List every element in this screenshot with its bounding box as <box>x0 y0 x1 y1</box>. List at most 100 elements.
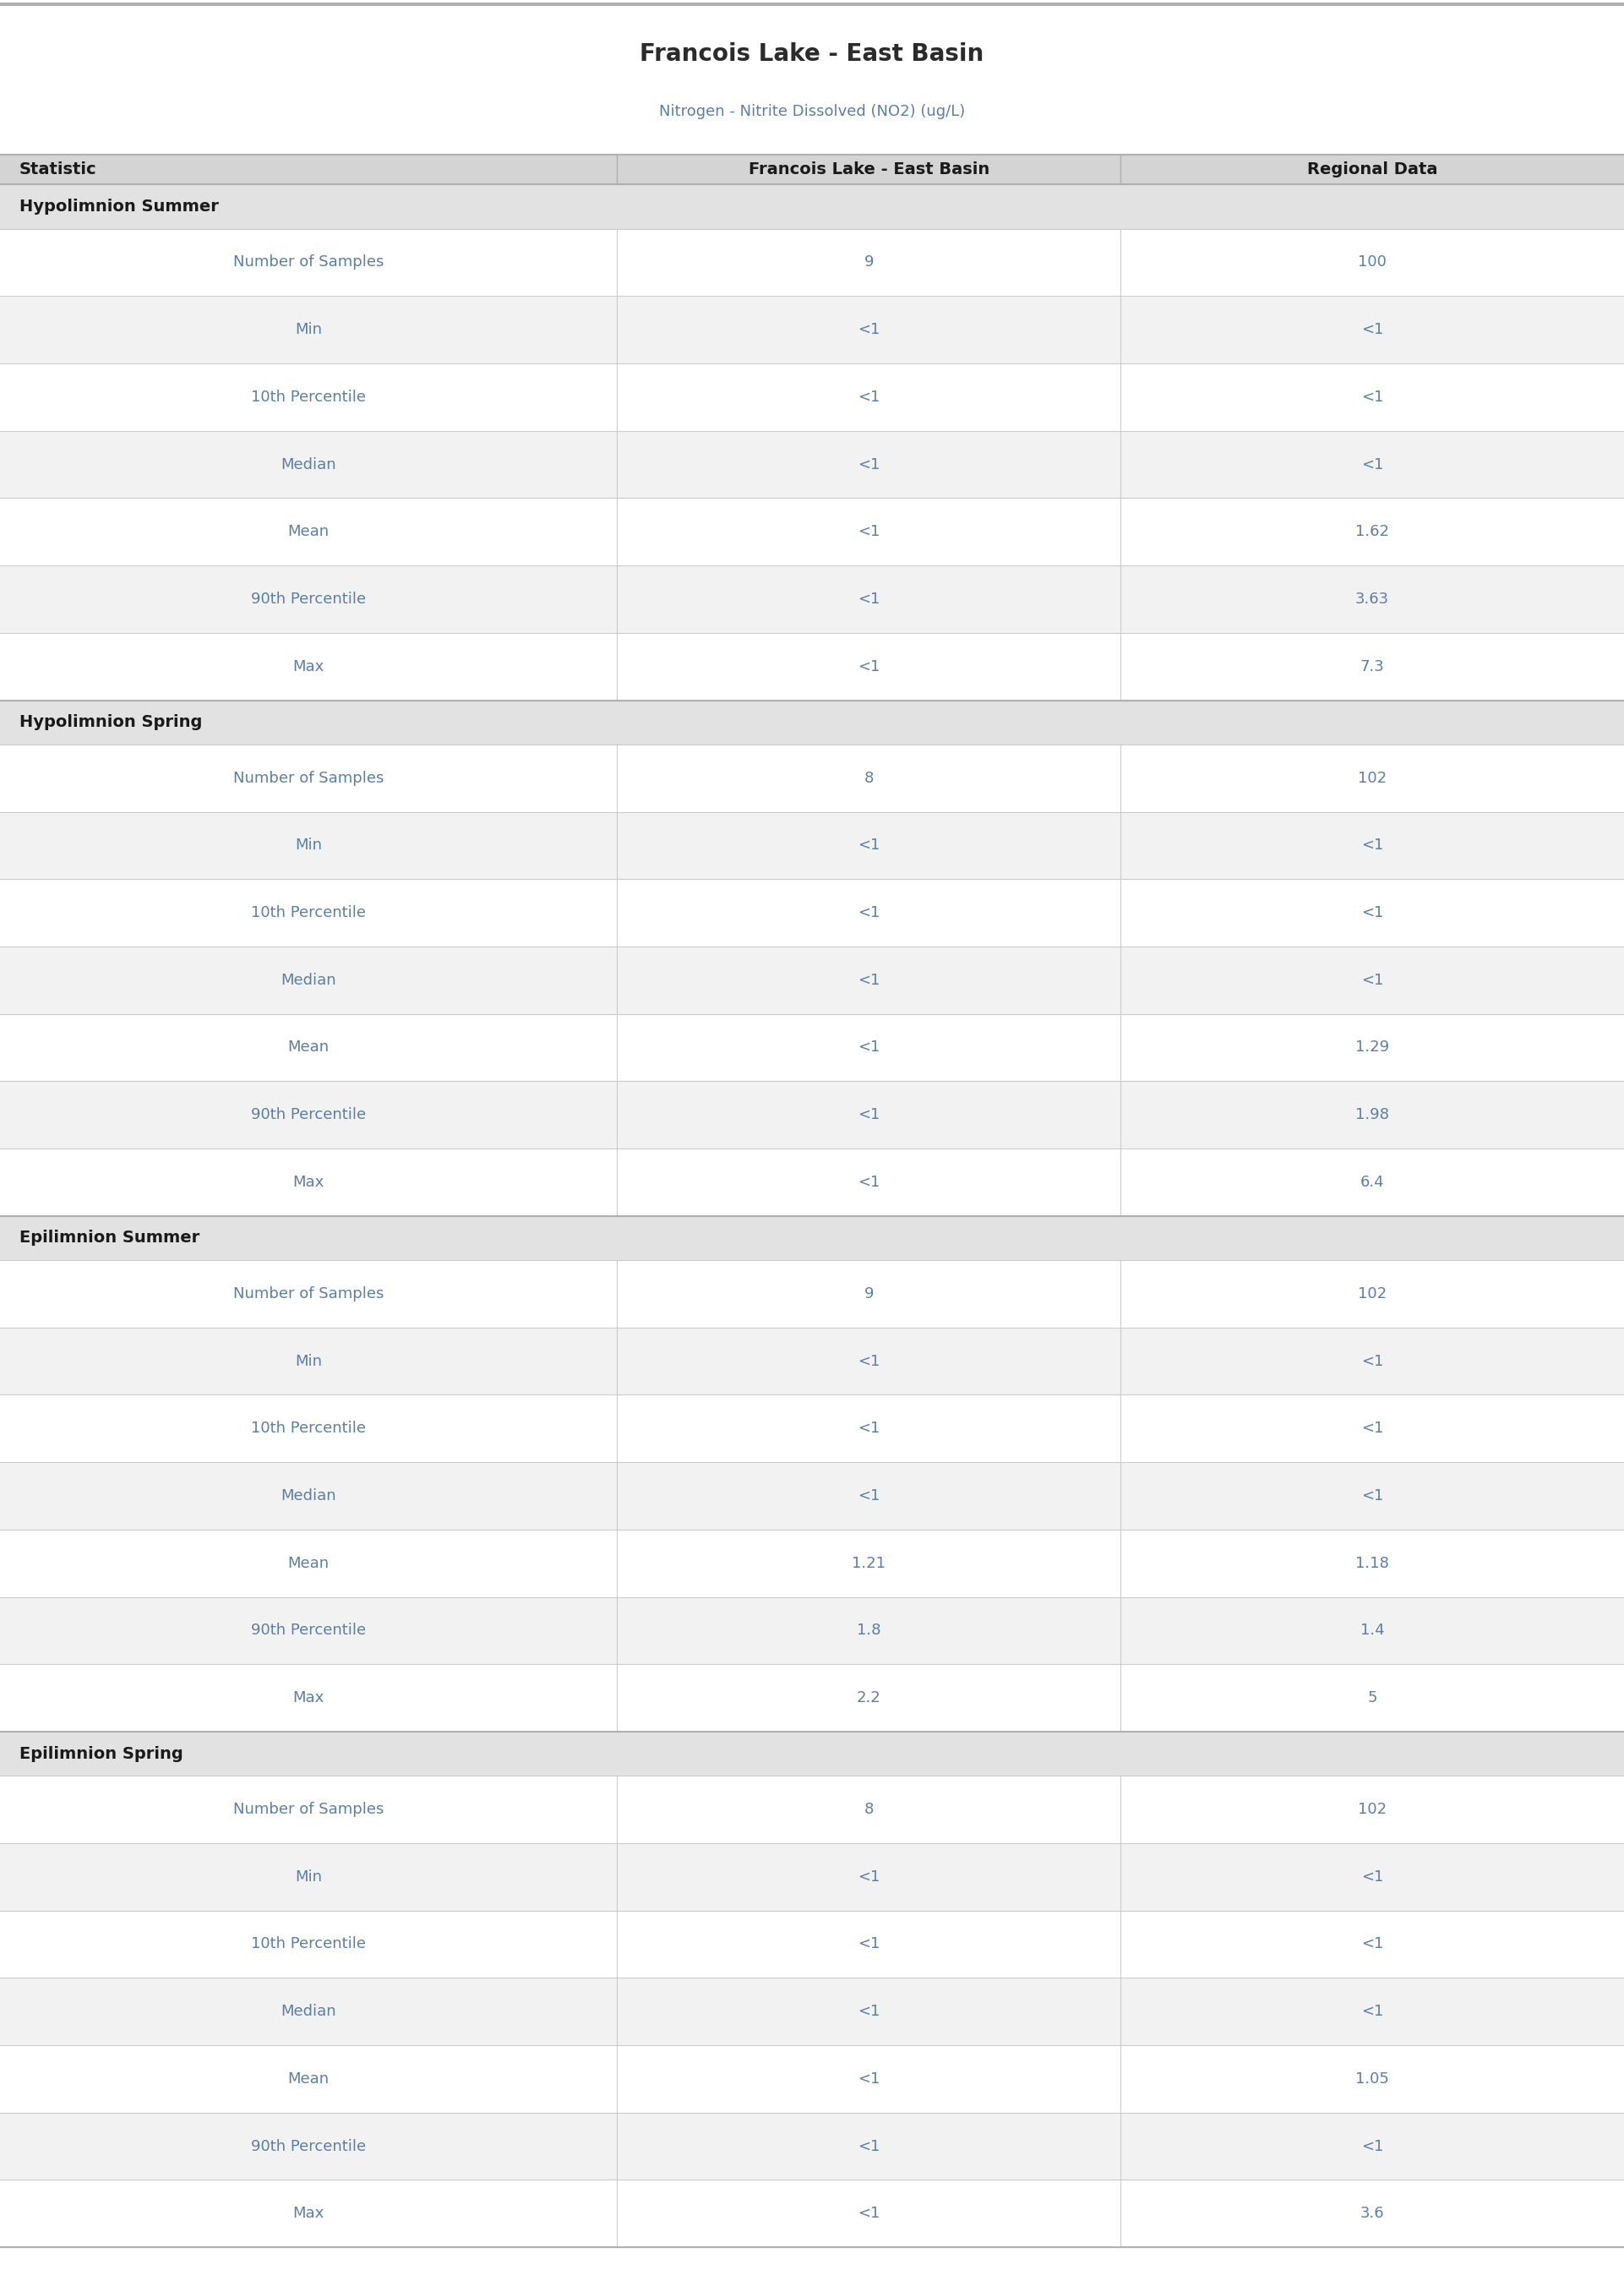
Text: <1: <1 <box>1361 322 1384 338</box>
Bar <box>0 1149 1624 1217</box>
Text: <1: <1 <box>857 972 880 987</box>
Bar <box>0 1015 1624 1081</box>
Text: <1: <1 <box>857 1040 880 1056</box>
Text: <1: <1 <box>1361 1421 1384 1437</box>
Text: <1: <1 <box>857 2070 880 2086</box>
Text: Statistic: Statistic <box>19 161 97 177</box>
Bar <box>0 1977 1624 2045</box>
Text: Mean: Mean <box>287 524 330 540</box>
Text: 1.62: 1.62 <box>1356 524 1389 540</box>
Text: Min: Min <box>296 322 322 338</box>
Bar <box>0 633 1624 699</box>
Bar <box>0 1732 1624 1775</box>
Bar <box>0 878 1624 947</box>
Text: 8: 8 <box>864 1802 874 1816</box>
Bar <box>0 1596 1624 1664</box>
Text: <1: <1 <box>1361 1868 1384 1884</box>
Bar <box>0 2045 1624 2113</box>
Bar <box>0 229 1624 295</box>
Bar <box>0 1911 1624 1977</box>
Text: Mean: Mean <box>287 2070 330 2086</box>
Text: Number of Samples: Number of Samples <box>234 1802 383 1816</box>
Text: <1: <1 <box>1361 390 1384 404</box>
Text: <1: <1 <box>857 2004 880 2018</box>
Text: <1: <1 <box>1361 838 1384 854</box>
Text: <1: <1 <box>857 592 880 606</box>
Text: 10th Percentile: 10th Percentile <box>252 390 365 404</box>
Text: <1: <1 <box>1361 2004 1384 2018</box>
Text: Number of Samples: Number of Samples <box>234 770 383 785</box>
Text: 90th Percentile: 90th Percentile <box>252 1108 365 1121</box>
Text: Regional Data: Regional Data <box>1307 161 1437 177</box>
Text: 8: 8 <box>864 770 874 785</box>
Text: Median: Median <box>281 456 336 472</box>
Text: <1: <1 <box>857 2206 880 2222</box>
Text: Median: Median <box>281 1489 336 1503</box>
Text: <1: <1 <box>857 906 880 919</box>
Text: <1: <1 <box>1361 906 1384 919</box>
Text: 10th Percentile: 10th Percentile <box>252 1936 365 1952</box>
Text: 1.18: 1.18 <box>1356 1555 1389 1571</box>
Text: 9: 9 <box>864 254 874 270</box>
Text: Max: Max <box>292 1174 325 1189</box>
Text: <1: <1 <box>857 524 880 540</box>
Text: Median: Median <box>281 2004 336 2018</box>
Text: <1: <1 <box>857 322 880 338</box>
Bar <box>0 1217 1624 1260</box>
Text: Number of Samples: Number of Samples <box>234 254 383 270</box>
Text: Min: Min <box>296 838 322 854</box>
Text: 1.98: 1.98 <box>1356 1108 1389 1121</box>
Bar <box>0 1328 1624 1394</box>
Text: <1: <1 <box>857 1868 880 1884</box>
Text: <1: <1 <box>857 838 880 854</box>
Text: 1.29: 1.29 <box>1356 1040 1389 1056</box>
Text: 9: 9 <box>864 1287 874 1301</box>
Text: Median: Median <box>281 972 336 987</box>
Text: 2.2: 2.2 <box>857 1691 880 1705</box>
Text: 5: 5 <box>1367 1691 1377 1705</box>
Text: <1: <1 <box>1361 972 1384 987</box>
Text: Hypolimnion Summer: Hypolimnion Summer <box>19 197 219 216</box>
Bar <box>0 1260 1624 1328</box>
Bar <box>0 699 1624 745</box>
Text: <1: <1 <box>857 1936 880 1952</box>
Text: Epilimnion Spring: Epilimnion Spring <box>19 1746 184 1762</box>
Bar <box>0 947 1624 1015</box>
Text: <1: <1 <box>857 1489 880 1503</box>
Text: <1: <1 <box>857 456 880 472</box>
Text: 10th Percentile: 10th Percentile <box>252 906 365 919</box>
Text: 1.4: 1.4 <box>1361 1623 1384 1639</box>
Bar <box>0 363 1624 431</box>
Text: Max: Max <box>292 658 325 674</box>
Text: 3.63: 3.63 <box>1356 592 1389 606</box>
Text: Max: Max <box>292 1691 325 1705</box>
Bar <box>0 497 1624 565</box>
Bar <box>0 1394 1624 1462</box>
Text: Min: Min <box>296 1868 322 1884</box>
Text: <1: <1 <box>1361 1936 1384 1952</box>
Bar <box>0 1081 1624 1149</box>
Bar <box>0 745 1624 813</box>
Text: 10th Percentile: 10th Percentile <box>252 1421 365 1437</box>
Text: 90th Percentile: 90th Percentile <box>252 2138 365 2154</box>
Text: Epilimnion Summer: Epilimnion Summer <box>19 1230 200 1246</box>
Text: 1.21: 1.21 <box>853 1555 885 1571</box>
Bar <box>0 1530 1624 1596</box>
Bar <box>0 813 1624 878</box>
Text: Francois Lake - East Basin: Francois Lake - East Basin <box>640 43 984 66</box>
Text: Hypolimnion Spring: Hypolimnion Spring <box>19 715 203 731</box>
Text: Mean: Mean <box>287 1555 330 1571</box>
Bar <box>0 431 1624 497</box>
Text: <1: <1 <box>857 1353 880 1369</box>
Text: 90th Percentile: 90th Percentile <box>252 1623 365 1639</box>
Bar <box>0 1462 1624 1530</box>
Bar <box>0 1775 1624 1843</box>
Text: Mean: Mean <box>287 1040 330 1056</box>
Bar <box>0 295 1624 363</box>
Text: <1: <1 <box>857 2138 880 2154</box>
Text: <1: <1 <box>1361 456 1384 472</box>
Text: <1: <1 <box>1361 1353 1384 1369</box>
Text: 102: 102 <box>1358 1287 1387 1301</box>
Text: <1: <1 <box>857 1174 880 1189</box>
Text: Min: Min <box>296 1353 322 1369</box>
